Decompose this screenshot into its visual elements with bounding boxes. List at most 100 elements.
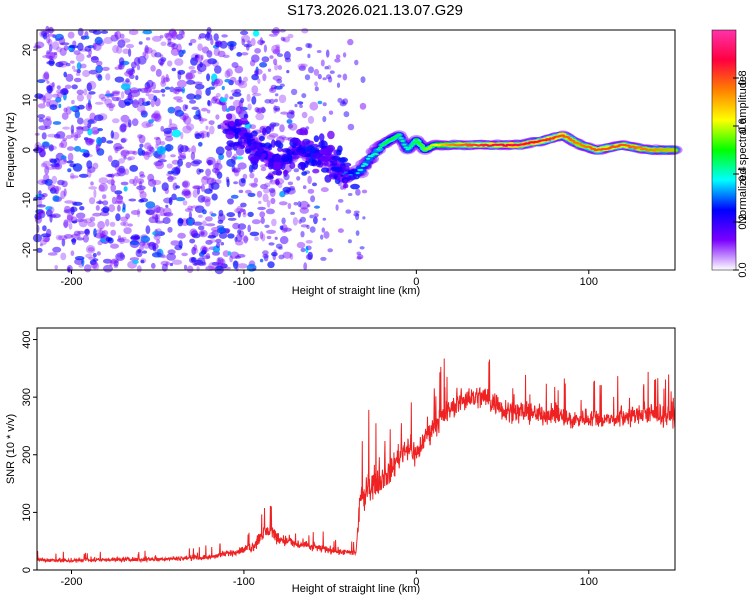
spectrogram-noise-blob	[222, 54, 230, 58]
spectrogram-noise-blob	[216, 227, 227, 234]
spectrogram-noise-blob	[253, 177, 259, 184]
spectrogram-noise-blob	[215, 238, 222, 244]
spectrogram-noise-blob	[335, 204, 339, 211]
spectrogram-ridge-cell	[234, 131, 239, 140]
spectrogram-noise-blob	[125, 213, 130, 220]
spectrogram-noise-blob	[200, 231, 205, 236]
spectrogram-noise-blob	[116, 96, 122, 102]
spectrogram-ridge-cell	[265, 175, 275, 180]
spectrogram-ridge-cell	[298, 161, 306, 167]
colorbar-tick-label: 0.4	[737, 166, 749, 181]
spectrogram-noise-blob	[289, 185, 295, 191]
spectrogram-noise-blob	[259, 211, 266, 218]
spectrogram-noise-blob	[266, 235, 272, 240]
spectrogram-ridge-cell	[228, 121, 234, 127]
spectrogram-noise-blob	[37, 179, 47, 186]
spectrogram-noise-blob	[186, 79, 196, 85]
spectrogram-noise-blob	[300, 231, 305, 238]
spectrogram-noise-blob	[43, 118, 52, 127]
spectrogram-noise-blob	[130, 235, 140, 240]
spectrogram-noise-blob	[287, 181, 294, 186]
spectrogram-noise-blob	[355, 188, 361, 196]
spectrogram-noise-blob	[53, 133, 61, 139]
spectrogram-noise-blob	[297, 63, 306, 70]
spectrogram-noise-blob	[313, 68, 320, 76]
spectrogram-noise-blob	[210, 213, 217, 217]
snr-y-tick-label: 400	[21, 330, 33, 348]
spectrogram-noise-blob	[89, 112, 96, 121]
spectrogram-noise-blob	[261, 106, 266, 114]
spectrogram-noise-blob	[210, 182, 220, 190]
spectrogram-noise-blob	[305, 240, 313, 244]
spectrogram-noise-blob	[239, 208, 245, 213]
spectrogram-ridge-cell	[397, 133, 402, 136]
spectrogram-noise-blob	[302, 185, 307, 190]
spectrogram-ridge-cell	[428, 146, 433, 149]
spectrogram-noise-blob	[48, 144, 54, 152]
spectrogram-noise-blob	[186, 93, 196, 100]
spectrogram-noise-blob	[275, 46, 281, 55]
spectrogram-noise-blob	[304, 74, 311, 81]
spectrogram-noise-blob	[117, 204, 121, 212]
spectrogram-noise-blob	[71, 129, 74, 138]
spectrogram-noise-blob	[86, 160, 93, 169]
spectrogram-noise-blob	[80, 35, 87, 40]
spectrogram-noise-blob	[48, 206, 55, 214]
spectrogram-noise-blob	[182, 181, 189, 188]
spectrogram-noise-blob	[217, 50, 226, 58]
spectrogram-noise-blob	[103, 36, 113, 45]
spectrogram-noise-blob	[39, 243, 43, 247]
spectrogram-noise-blob	[71, 84, 78, 90]
spectrogram-noise-blob	[165, 135, 174, 142]
spectrogram-noise-blob	[135, 75, 139, 81]
spectrogram-noise-blob	[301, 111, 308, 119]
spectrogram-noise-blob	[46, 80, 50, 84]
spectrogram-noise-blob	[115, 194, 123, 204]
spectrogram-noise-blob	[265, 208, 275, 215]
spectrogram-noise-blob	[193, 185, 203, 190]
spectrogram-noise-blob	[134, 176, 139, 180]
spectrogram-noise-blob	[120, 149, 130, 157]
spectrogram-noise-blob	[113, 142, 123, 152]
spectrogram-ridge-cell	[359, 168, 364, 171]
spectrogram-noise-blob	[114, 76, 125, 83]
spectrogram-noise-blob	[180, 152, 186, 159]
spectrogram-noise-blob	[314, 205, 320, 209]
spectrogram-noise-blob	[51, 82, 55, 88]
spectrogram-ridge-cell	[233, 128, 242, 134]
spectrogram-ridge-cell	[343, 179, 348, 184]
spectrogram-noise-blob	[138, 41, 143, 45]
spectrogram-noise-blob	[79, 206, 85, 211]
spectrogram-noise-blob	[48, 58, 55, 67]
spectrogram-noise-blob	[76, 62, 82, 71]
spectrogram-noise-blob	[75, 126, 84, 130]
spectrogram-noise-blob	[125, 78, 130, 83]
spectrogram-noise-blob	[309, 226, 316, 233]
spectrogram-noise-blob	[42, 55, 52, 59]
spectrogram-noise-blob	[178, 240, 183, 249]
spectrogram-noise-blob	[215, 93, 221, 98]
spectrogram-noise-blob	[242, 173, 248, 180]
spectrogram-noise-blob	[334, 58, 341, 63]
spectrogram-noise-blob	[90, 126, 100, 135]
spectrogram-noise-blob	[58, 60, 68, 66]
spectrogram-noise-blob	[216, 158, 222, 165]
spectrogram-noise-blob	[295, 46, 303, 51]
spectrogram-noise-blob	[207, 235, 217, 239]
spectrogram-noise-blob	[126, 150, 136, 155]
spectrogram-noise-blob	[215, 114, 220, 120]
spectrogram-ridge-cell	[321, 167, 330, 173]
spectrogram-noise-blob	[138, 241, 146, 247]
spectrogram-y-tick-label: 0	[21, 147, 33, 153]
spectrogram-noise-blob	[268, 133, 279, 138]
spectrogram-noise-blob	[97, 240, 103, 246]
spectrogram-noise-blob	[182, 114, 187, 123]
spectrogram-noise-blob	[110, 34, 119, 42]
spectrogram-noise-blob	[268, 242, 275, 246]
spectrogram-noise-blob	[252, 30, 260, 37]
spectrogram-noise-blob	[307, 115, 315, 124]
spectrogram-noise-blob	[305, 254, 312, 260]
spectrogram-noise-blob	[136, 105, 146, 113]
colorbar-gradient	[711, 29, 737, 271]
spectrogram-noise-blob	[249, 231, 260, 237]
